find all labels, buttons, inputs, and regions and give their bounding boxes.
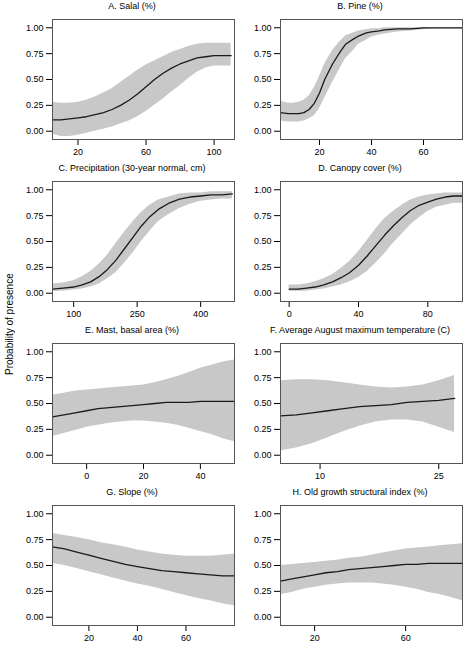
html-text:F. Average August maximum temp: F. Average August maximum temperature (C… [270,325,450,335]
svg-text:1.00: 1.00 [26,347,44,357]
svg-text:0.25: 0.25 [254,100,272,110]
svg-text:0.00: 0.00 [254,450,272,460]
html-text:A. Salal (%): A. Salal (%) [108,1,156,11]
svg-text:40: 40 [353,309,363,319]
svg-text:0.50: 0.50 [254,74,272,84]
svg-text:0.00: 0.00 [26,126,44,136]
svg-text:400: 400 [193,309,208,319]
svg-text:100: 100 [207,147,222,157]
svg-text:0.75: 0.75 [254,535,272,545]
svg-text:60: 60 [141,147,151,157]
svg-text:0.50: 0.50 [26,398,44,408]
svg-text:0.50: 0.50 [26,236,44,246]
svg-text:0.75: 0.75 [26,535,44,545]
html-text:G. Slope (%): G. Slope (%) [106,487,158,497]
svg-text:0.75: 0.75 [254,49,272,59]
svg-text:0.25: 0.25 [26,262,44,272]
svg-text:0: 0 [287,309,292,319]
svg-text:0: 0 [84,471,89,481]
svg-text:1.00: 1.00 [254,23,272,33]
svg-text:250: 250 [130,309,145,319]
svg-text:0.25: 0.25 [26,424,44,434]
svg-text:0.25: 0.25 [254,586,272,596]
svg-text:0.75: 0.75 [26,211,44,221]
svg-text:20: 20 [314,147,324,157]
svg-text:0.50: 0.50 [26,560,44,570]
svg-text:60: 60 [401,633,411,643]
svg-text:20: 20 [73,147,83,157]
svg-text:0.50: 0.50 [26,74,44,84]
svg-text:1.00: 1.00 [254,185,272,195]
svg-text:40: 40 [366,147,376,157]
svg-text:1.00: 1.00 [254,347,272,357]
svg-text:0.00: 0.00 [254,612,272,622]
svg-text:0.00: 0.00 [26,288,44,298]
html-text:B. Pine (%): B. Pine (%) [337,1,383,11]
html-text:E. Mast, basal area (%): E. Mast, basal area (%) [85,325,179,335]
svg-text:100: 100 [66,309,81,319]
html-text:H. Old growth structural index: H. Old growth structural index (%) [292,487,428,497]
svg-text:0.25: 0.25 [26,586,44,596]
svg-text:20: 20 [84,633,94,643]
svg-text:0.00: 0.00 [26,450,44,460]
svg-text:0.75: 0.75 [26,49,44,59]
svg-text:1.00: 1.00 [26,23,44,33]
svg-text:80: 80 [423,309,433,319]
svg-text:60: 60 [181,633,191,643]
svg-text:0.25: 0.25 [26,100,44,110]
html-text:D. Canopy cover (%): D. Canopy cover (%) [318,163,402,173]
svg-text:0.00: 0.00 [254,288,272,298]
svg-text:10: 10 [315,471,325,481]
svg-text:0.00: 0.00 [26,612,44,622]
svg-text:0.25: 0.25 [254,424,272,434]
svg-text:1.00: 1.00 [254,509,272,519]
svg-text:0.75: 0.75 [254,211,272,221]
svg-text:0.50: 0.50 [254,236,272,246]
svg-text:0.00: 0.00 [254,126,272,136]
svg-text:0.50: 0.50 [254,560,272,570]
svg-text:20: 20 [310,633,320,643]
svg-text:0.25: 0.25 [254,262,272,272]
svg-text:1.00: 1.00 [26,185,44,195]
html-text:Probability of presence: Probability of presence [3,273,15,375]
svg-text:0.50: 0.50 [254,398,272,408]
svg-text:40: 40 [195,471,205,481]
svg-text:60: 60 [418,147,428,157]
svg-text:1.00: 1.00 [26,509,44,519]
svg-text:20: 20 [138,471,148,481]
svg-text:0.75: 0.75 [254,373,272,383]
svg-text:40: 40 [132,633,142,643]
html-text:C. Precipitation (30-year norm: C. Precipitation (30-year normal, cm) [58,163,206,173]
svg-text:25: 25 [434,471,444,481]
svg-text:0.75: 0.75 [26,373,44,383]
